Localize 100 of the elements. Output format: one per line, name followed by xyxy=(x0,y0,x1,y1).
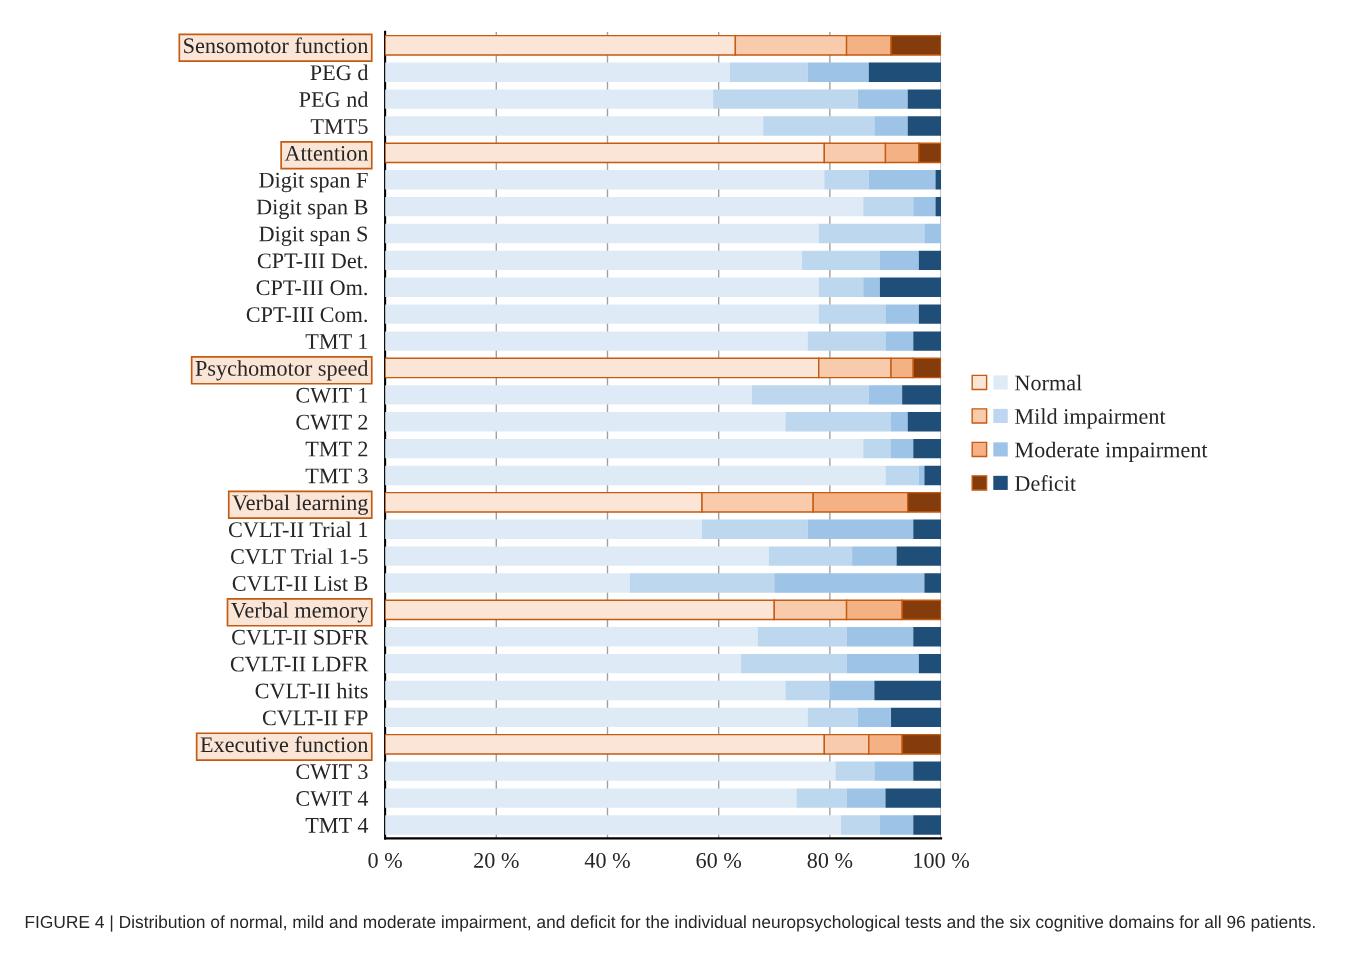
bar xyxy=(913,761,942,781)
bar xyxy=(924,573,942,593)
y-tick-label: CVLT-II hits xyxy=(255,682,368,699)
bar xyxy=(752,385,869,405)
bar xyxy=(829,680,875,701)
bar xyxy=(385,573,630,593)
caption: FIGURE 4 | Distribution of normal, mild and moderate impairment, and deficit for the individual neuropsychological tests and the six cognitive domains for all 96 patients. xyxy=(25,915,1315,932)
bar xyxy=(385,627,758,647)
bar xyxy=(818,223,925,244)
bar xyxy=(896,546,942,566)
bar xyxy=(840,815,880,835)
legend-label: Normal xyxy=(1015,374,1082,391)
y-tick-label: Sensomotor function xyxy=(184,37,369,54)
legend-label: Mild impairment xyxy=(1015,408,1166,429)
bar xyxy=(863,196,914,217)
bar xyxy=(385,116,764,136)
bar xyxy=(857,707,892,728)
bar xyxy=(385,519,702,539)
bar xyxy=(385,170,825,190)
bar xyxy=(385,277,819,297)
bar xyxy=(907,116,942,136)
x-tick-label: 60 % xyxy=(696,852,742,868)
bar xyxy=(907,412,942,432)
x-tick-label: 100 % xyxy=(914,852,970,868)
bar xyxy=(802,250,880,271)
y-tick-label: Digit span F xyxy=(259,172,368,193)
y-tick-label: Digit span B xyxy=(256,199,368,220)
bar xyxy=(924,223,942,244)
bar xyxy=(879,277,942,297)
bar xyxy=(818,277,864,297)
bar xyxy=(885,304,919,324)
bar xyxy=(868,385,903,405)
y-tick-label: PEG d xyxy=(310,64,369,81)
bar xyxy=(874,680,942,701)
y-tick-label: Executive function xyxy=(200,736,369,753)
y-tick-label: CVLT-II List B xyxy=(232,576,368,592)
bar xyxy=(885,788,942,808)
y-tick-label: CWIT 2 xyxy=(296,414,368,430)
y-tick-label: TMT5 xyxy=(310,119,368,134)
bar xyxy=(785,680,830,701)
y-tick-label: CPT-III Om. xyxy=(256,280,367,296)
bar xyxy=(846,627,914,647)
bar xyxy=(385,788,797,808)
bar xyxy=(796,788,847,808)
bar xyxy=(385,761,836,781)
bar xyxy=(385,223,819,244)
bar xyxy=(913,196,936,217)
bar xyxy=(868,170,936,190)
y-tick-label: Verbal memory xyxy=(231,602,369,623)
bar xyxy=(807,62,869,82)
bar xyxy=(385,196,864,217)
bar xyxy=(913,438,942,459)
y-tick-label: CPT-III Det. xyxy=(257,253,367,269)
bar xyxy=(385,385,753,405)
bar xyxy=(807,707,858,728)
bar xyxy=(918,250,942,271)
bar xyxy=(729,62,808,82)
x-tick-label: 20 % xyxy=(474,852,519,868)
y-tick-label: Attention xyxy=(284,145,369,161)
y-tick-label: TMT 4 xyxy=(305,818,369,833)
y-tick-label: CWIT 3 xyxy=(296,764,368,780)
legend-label: Deficit xyxy=(1015,475,1076,491)
bar xyxy=(857,89,908,109)
bar xyxy=(913,627,942,647)
bar xyxy=(385,331,808,351)
bar xyxy=(818,304,886,324)
bar xyxy=(774,573,925,593)
y-tick-label: TMT 3 xyxy=(305,468,368,484)
bar xyxy=(807,519,914,539)
bar xyxy=(924,465,942,486)
bar xyxy=(874,761,914,781)
y-tick-label: CWIT 4 xyxy=(296,791,369,807)
x-tick-label: 40 % xyxy=(584,852,630,868)
bar xyxy=(702,519,808,539)
bar xyxy=(918,304,942,324)
bar xyxy=(918,653,942,674)
bar xyxy=(846,788,886,808)
bar xyxy=(913,519,942,539)
bar xyxy=(629,573,775,593)
bar xyxy=(891,438,914,459)
x-tick-label: 0 % xyxy=(368,852,402,868)
y-tick-label: CVLT-II Trial 1 xyxy=(228,521,368,538)
bar xyxy=(385,707,808,728)
bar xyxy=(385,62,730,82)
bar xyxy=(902,385,942,405)
bar xyxy=(907,89,942,109)
bar xyxy=(885,465,919,486)
bar xyxy=(785,412,892,432)
bar xyxy=(874,116,908,136)
bar xyxy=(852,546,897,566)
y-tick-label: CVLT-II FP xyxy=(262,710,368,726)
bar xyxy=(879,250,919,271)
bar xyxy=(824,170,869,190)
bar xyxy=(385,304,819,324)
bar xyxy=(913,331,942,351)
bar xyxy=(385,653,741,674)
bar xyxy=(891,412,908,432)
bar xyxy=(757,627,847,647)
bar xyxy=(863,277,880,297)
y-tick-label: Verbal learning xyxy=(232,494,369,515)
